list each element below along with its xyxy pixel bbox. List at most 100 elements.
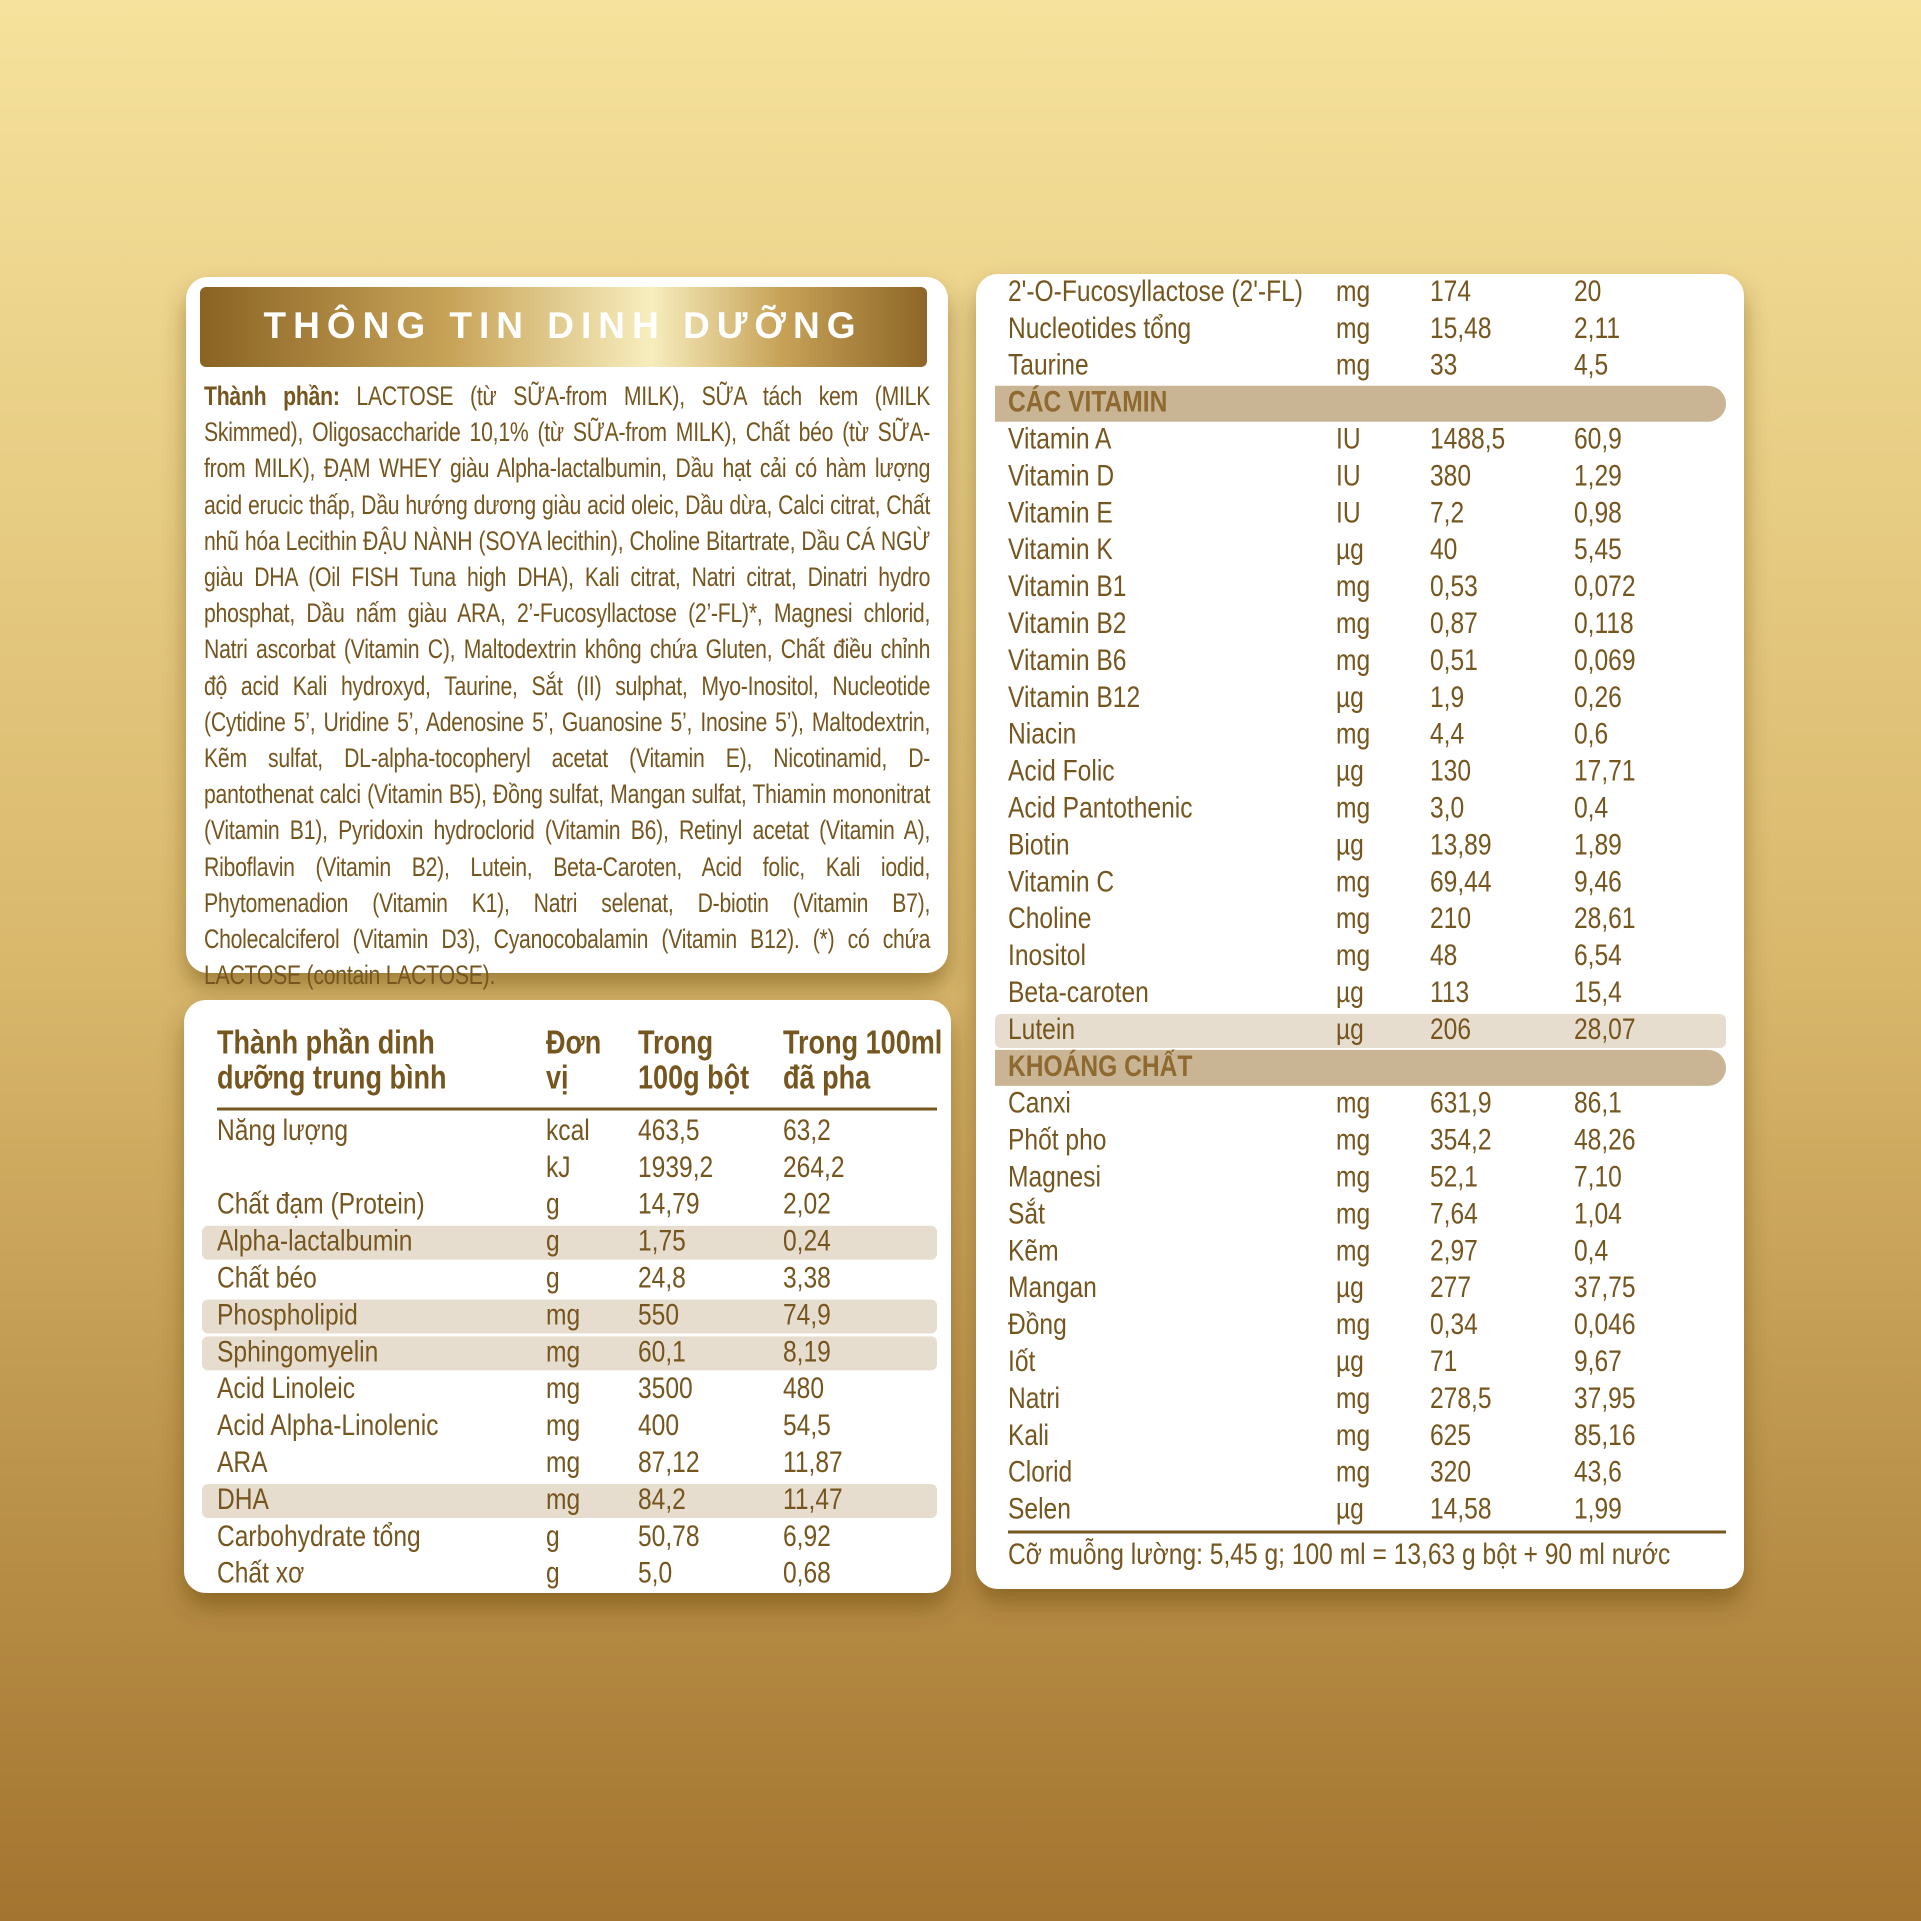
cell: 0,34 [1430, 1307, 1478, 1341]
cell: Phospholipid [217, 1297, 358, 1331]
cell: Lutein [1008, 1012, 1075, 1046]
cell: mg [1336, 1417, 1370, 1451]
cell: Natri [1008, 1381, 1060, 1415]
cell: ARA [217, 1445, 268, 1479]
cell: Chất béo [217, 1260, 317, 1294]
column-header: đã pha [783, 1060, 870, 1096]
cell: mg [546, 1297, 580, 1331]
cell: 33 [1430, 347, 1457, 381]
cell: 400 [638, 1408, 679, 1442]
column-header: Trong [638, 1025, 713, 1061]
cell: 320 [1430, 1454, 1471, 1488]
cell: 48,26 [1574, 1122, 1636, 1156]
cell: 625 [1430, 1417, 1471, 1451]
cell: 0,53 [1430, 569, 1478, 603]
cell: 264,2 [783, 1149, 845, 1183]
title: THÔNG TIN DINH DƯỠNG [264, 304, 863, 346]
cell: IU [1336, 458, 1361, 492]
title-banner [200, 287, 927, 367]
cell: 4,5 [1574, 347, 1608, 381]
cell: 14,79 [638, 1186, 700, 1220]
cell: 380 [1430, 458, 1471, 492]
cell: mg [1336, 1159, 1370, 1193]
cell: Magnesi [1008, 1159, 1101, 1193]
cell: mg [1336, 1122, 1370, 1156]
section-bar [995, 385, 1727, 422]
row-highlight [202, 1225, 937, 1260]
cell: 1,29 [1574, 458, 1622, 492]
cell: Đồng [1008, 1307, 1067, 1341]
cell: 28,07 [1574, 1012, 1636, 1046]
cell: Iốt [1008, 1344, 1036, 1378]
cell: 63,2 [783, 1113, 831, 1147]
cell: Nucleotides tổng [1008, 310, 1191, 344]
cell: mg [546, 1482, 580, 1516]
cell: g [546, 1186, 560, 1220]
cell: 1,89 [1574, 827, 1622, 861]
cell: 4,4 [1430, 716, 1464, 750]
column-header: Đơn [546, 1025, 601, 1061]
cell: 15,48 [1430, 310, 1492, 344]
footnote: Cỡ muỗng lường: 5,45 g; 100 ml = 13,63 g… [1008, 1537, 1670, 1571]
cell: Vitamin E [1008, 495, 1113, 529]
cell: 14,58 [1430, 1491, 1492, 1525]
column-header: vị [546, 1060, 569, 1096]
cell: 69,44 [1430, 864, 1492, 898]
cell: 480 [783, 1371, 824, 1405]
column-header: Trong 100ml [783, 1025, 942, 1061]
cell: Choline [1008, 901, 1091, 935]
cell: g [546, 1223, 560, 1257]
cell: 40 [1430, 532, 1457, 566]
section-title: KHOÁNG CHẤT [1008, 1048, 1193, 1082]
cell: µg [1336, 1270, 1364, 1304]
cell: mg [1336, 1233, 1370, 1267]
cell: 0,6 [1574, 716, 1608, 750]
cell: mg [1336, 274, 1370, 308]
cell: 0,87 [1430, 606, 1478, 640]
cell: 37,75 [1574, 1270, 1636, 1304]
cell: Canxi [1008, 1085, 1071, 1119]
cell: 24,8 [638, 1260, 686, 1294]
cell: 113 [1430, 975, 1469, 1009]
cell: 1488,5 [1430, 421, 1505, 455]
cell: 174 [1430, 274, 1471, 308]
row-highlight [202, 1336, 937, 1371]
cell: 43,6 [1574, 1454, 1622, 1488]
cell: kcal [546, 1113, 590, 1147]
cell: mg [1336, 310, 1370, 344]
cell: mg [546, 1408, 580, 1442]
cell: 3,38 [783, 1260, 831, 1294]
nutrients-card [976, 274, 1744, 1589]
cell: 210 [1430, 901, 1471, 935]
cell: 0,046 [1574, 1307, 1636, 1341]
cell: µg [1336, 827, 1364, 861]
cell: mg [1336, 1381, 1370, 1415]
cell: 2,11 [1574, 310, 1620, 344]
cell: 277 [1430, 1270, 1471, 1304]
cell: Acid Pantothenic [1008, 790, 1193, 824]
cell: Acid Alpha-Linolenic [217, 1408, 438, 1442]
cell: mg [1336, 1454, 1370, 1488]
cell: Taurine [1008, 347, 1089, 381]
cell: 1,99 [1574, 1491, 1622, 1525]
cell: Selen [1008, 1491, 1071, 1525]
cell: Sắt [1008, 1196, 1045, 1230]
cell: Vitamin A [1008, 421, 1112, 455]
cell: 6,92 [783, 1518, 831, 1552]
cell: Vitamin B6 [1008, 643, 1126, 677]
cell: Mangan [1008, 1270, 1097, 1304]
cell: 3,0 [1430, 790, 1464, 824]
cell: 0,26 [1574, 679, 1622, 713]
cell: mg [1336, 901, 1370, 935]
cell: 13,89 [1430, 827, 1492, 861]
cell: 631,9 [1430, 1085, 1492, 1119]
cell: mg [546, 1445, 580, 1479]
cell: g [546, 1260, 560, 1294]
cell: 52,1 [1430, 1159, 1478, 1193]
cell: Alpha-lactalbumin [217, 1223, 412, 1257]
cell: 1,9 [1430, 679, 1464, 713]
cell: 130 [1430, 753, 1471, 787]
